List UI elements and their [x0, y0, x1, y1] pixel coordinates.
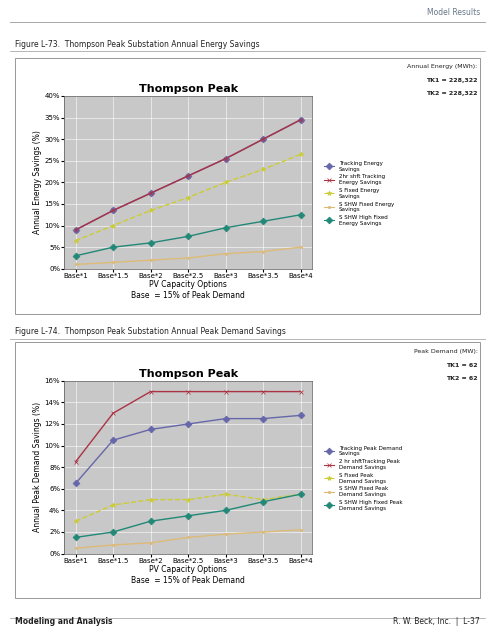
- Text: TK1 = 62: TK1 = 62: [446, 363, 478, 368]
- Legend: Tracking Energy
Savings, 2hr shft Tracking
Energy Savings, S Fixed Energy
Saving: Tracking Energy Savings, 2hr shft Tracki…: [323, 159, 396, 228]
- Text: TK2 = 62: TK2 = 62: [446, 376, 478, 381]
- Y-axis label: Annual Energy Savings (%): Annual Energy Savings (%): [33, 131, 42, 234]
- X-axis label: PV Capacity Options
Base  = 15% of Peak Demand: PV Capacity Options Base = 15% of Peak D…: [131, 280, 245, 300]
- Legend: Tracking Peak Demand
Savings, 2 hr shftTracking Peak
Demand Savings, S Fixed Pea: Tracking Peak Demand Savings, 2 hr shftT…: [323, 444, 404, 513]
- Text: Figure L-74.  Thompson Peak Substation Annual Peak Demand Savings: Figure L-74. Thompson Peak Substation An…: [15, 327, 286, 336]
- Text: Figure L-73.  Thompson Peak Substation Annual Energy Savings: Figure L-73. Thompson Peak Substation An…: [15, 40, 259, 49]
- Text: R. W. Beck, Inc.  |  L-37: R. W. Beck, Inc. | L-37: [394, 617, 480, 626]
- Title: Thompson Peak: Thompson Peak: [139, 84, 238, 94]
- Title: Thompson Peak: Thompson Peak: [139, 369, 238, 379]
- Text: TK1 = 228,322: TK1 = 228,322: [426, 78, 478, 83]
- X-axis label: PV Capacity Options
Base  = 15% of Peak Demand: PV Capacity Options Base = 15% of Peak D…: [131, 565, 245, 584]
- Y-axis label: Annual Peak Demand Savings (%): Annual Peak Demand Savings (%): [33, 402, 42, 532]
- Text: Modeling and Analysis: Modeling and Analysis: [15, 617, 112, 626]
- Text: Peak Demand (MW):: Peak Demand (MW):: [414, 349, 478, 354]
- Text: Annual Energy (MWh):: Annual Energy (MWh):: [407, 64, 478, 69]
- Text: Model Results: Model Results: [427, 8, 480, 17]
- Text: TK2 = 228,322: TK2 = 228,322: [426, 91, 478, 96]
